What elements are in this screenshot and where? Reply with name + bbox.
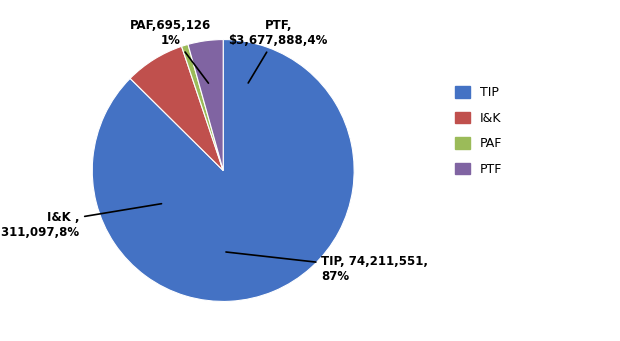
Legend: TIP, I&K, PAF, PTF: TIP, I&K, PAF, PTF: [450, 81, 507, 181]
Text: TIP, 74,211,551,
87%: TIP, 74,211,551, 87%: [226, 252, 428, 283]
Text: PAF,695,126
1%: PAF,695,126 1%: [130, 19, 211, 83]
Text: I&K ,
$6,311,097,8%: I&K , $6,311,097,8%: [0, 204, 162, 239]
Wedge shape: [188, 40, 223, 171]
Text: PTF,
$3,677,888,4%: PTF, $3,677,888,4%: [229, 19, 328, 83]
Wedge shape: [92, 40, 354, 301]
Wedge shape: [182, 44, 223, 170]
Wedge shape: [130, 46, 223, 170]
